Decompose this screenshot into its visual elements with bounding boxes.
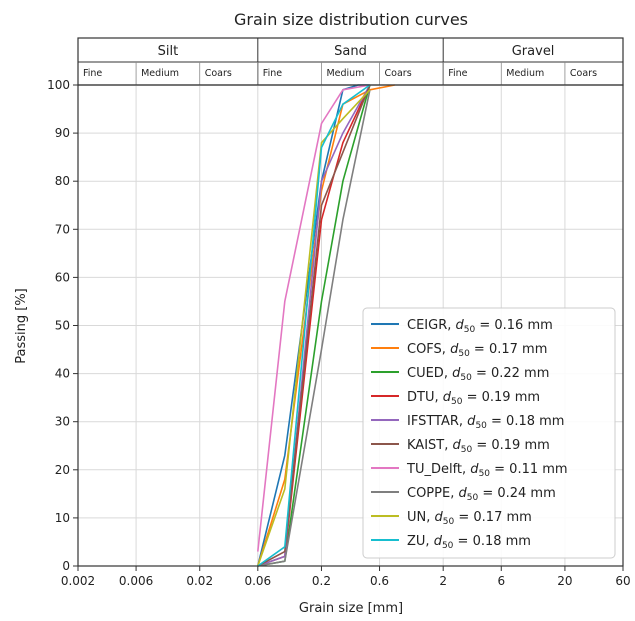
legend-label: ZU, d50 = 0.18 mm — [407, 534, 531, 551]
series-line-ifsttar — [257, 84, 371, 567]
x-tick-label: 0.006 — [119, 574, 153, 588]
header-group-label: Gravel — [512, 44, 555, 59]
y-tick-label: 0 — [62, 559, 70, 573]
legend-label: CEIGR, d50 = 0.16 mm — [407, 318, 553, 335]
x-tick-label: 0.6 — [370, 574, 389, 588]
x-axis-label: Grain size [mm] — [299, 601, 403, 616]
x-tick-label: 0.02 — [186, 574, 213, 588]
series-line-un — [257, 89, 371, 567]
legend-label: IFSTTAR, d50 = 0.18 mm — [407, 414, 564, 431]
series-lines — [257, 84, 395, 567]
header-subgroup-label: Coars — [385, 68, 412, 79]
legend-label: COFS, d50 = 0.17 mm — [407, 342, 547, 359]
chart-title: Grain size distribution curves — [234, 10, 468, 29]
x-tick-label: 0.2 — [312, 574, 331, 588]
legend-label: COPPE, d50 = 0.24 mm — [407, 486, 556, 503]
y-tick-label: 90 — [55, 126, 70, 140]
y-tick-label: 40 — [55, 367, 70, 381]
legend: CEIGR, d50 = 0.16 mm COFS, d50 = 0.17 mm C… — [362, 307, 616, 559]
x-tick-label: 6 — [497, 574, 505, 588]
series-line-cofs — [257, 84, 395, 567]
x-axis-ticks: 0.002 0.006 0.02 0.06 0.2 0.6 2 6 20 60 — [61, 566, 631, 588]
header-subgroup-label: Medium — [506, 68, 544, 79]
y-tick-label: 100 — [47, 78, 70, 92]
header-subgroup-label: Medium — [326, 68, 364, 79]
header-subgroup-label: Fine — [83, 68, 102, 79]
y-tick-label: 10 — [55, 511, 70, 525]
series-line-coppe — [257, 89, 371, 567]
legend-label: TU_Delft, d50 = 0.11 mm — [406, 462, 568, 479]
y-tick-label: 30 — [55, 415, 70, 429]
y-tick-label: 80 — [55, 174, 70, 188]
series-line-zu — [257, 84, 371, 567]
y-axis-label: Passing [%] — [14, 288, 29, 364]
series-line-tu-delft — [257, 84, 371, 552]
x-tick-label: 0.06 — [244, 574, 271, 588]
y-axis-ticks: 0 10 20 30 40 50 60 70 80 90 100 — [47, 78, 78, 573]
x-tick-label: 0.002 — [61, 574, 95, 588]
x-tick-label: 60 — [615, 574, 630, 588]
header-group-label: Silt — [158, 44, 179, 59]
header-group-label: Sand — [334, 44, 367, 59]
header-subgroup-label: Medium — [141, 68, 179, 79]
series-line-kaist — [257, 84, 371, 567]
header-subgroup-label: Coars — [205, 68, 232, 79]
header-subgroup-label: Fine — [448, 68, 467, 79]
y-tick-label: 70 — [55, 222, 70, 236]
x-tick-label: 2 — [439, 574, 447, 588]
y-tick-label: 50 — [55, 319, 70, 333]
legend-label: CUED, d50 = 0.22 mm — [407, 366, 549, 383]
header-subgroup-label: Fine — [263, 68, 282, 79]
legend-box — [362, 307, 616, 559]
legend-label: DTU, d50 = 0.19 mm — [407, 390, 540, 407]
header-subgroup-label: Coars — [570, 68, 597, 79]
soil-class-header: Silt Sand Gravel Fine Medium Coars Fine Medium C… — [77, 37, 624, 86]
legend-label: KAIST, d50 = 0.19 mm — [407, 438, 550, 455]
y-tick-label: 60 — [55, 270, 70, 284]
x-tick-label: 20 — [557, 574, 572, 588]
legend-label: UN, d50 = 0.17 mm — [407, 510, 532, 527]
y-tick-label: 20 — [55, 463, 70, 477]
